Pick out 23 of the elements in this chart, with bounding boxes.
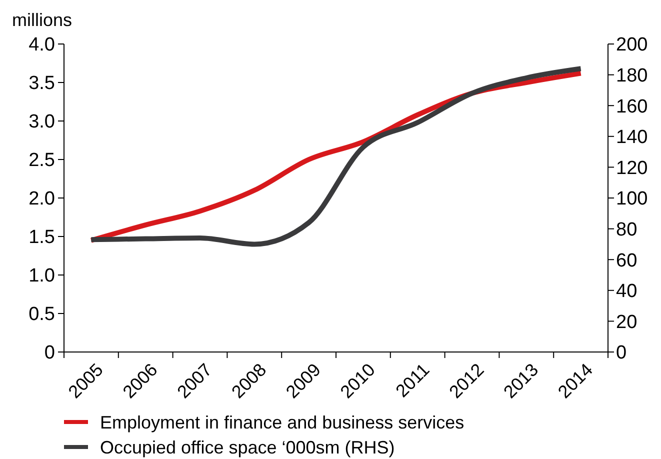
y-tick-label: 3.0 — [28, 112, 55, 133]
y2-tick-label: 40 — [616, 281, 638, 302]
legend-label: Employment in finance and business services — [100, 412, 464, 432]
y2-tick-label: 60 — [616, 250, 638, 272]
y-tick-label: 0 — [44, 342, 55, 364]
y-tick-label: 2.0 — [28, 188, 55, 210]
y2-tick-label: 100 — [616, 188, 648, 210]
y2-tick-label: 200 — [616, 34, 648, 56]
y2-tick-label: 0 — [616, 342, 627, 364]
y2-tick-label: 160 — [616, 96, 648, 118]
y-tick-label: 0.5 — [28, 304, 55, 326]
y2-tick-label: 140 — [616, 127, 648, 148]
y2-tick-label: 180 — [616, 65, 648, 86]
y-tick-label: 2.5 — [28, 150, 55, 172]
y-axis-title: millions — [12, 10, 72, 30]
y-tick-label: 1.0 — [28, 266, 55, 287]
y-tick-label: 1.5 — [28, 227, 55, 248]
y2-tick-label: 20 — [616, 312, 638, 333]
y2-tick-label: 80 — [616, 219, 638, 240]
legend-label: Occupied office space ‘000sm (RHS) — [100, 437, 395, 458]
y-tick-label: 4.0 — [28, 34, 55, 56]
y2-tick-label: 120 — [616, 158, 648, 179]
y-tick-label: 3.5 — [28, 73, 55, 94]
